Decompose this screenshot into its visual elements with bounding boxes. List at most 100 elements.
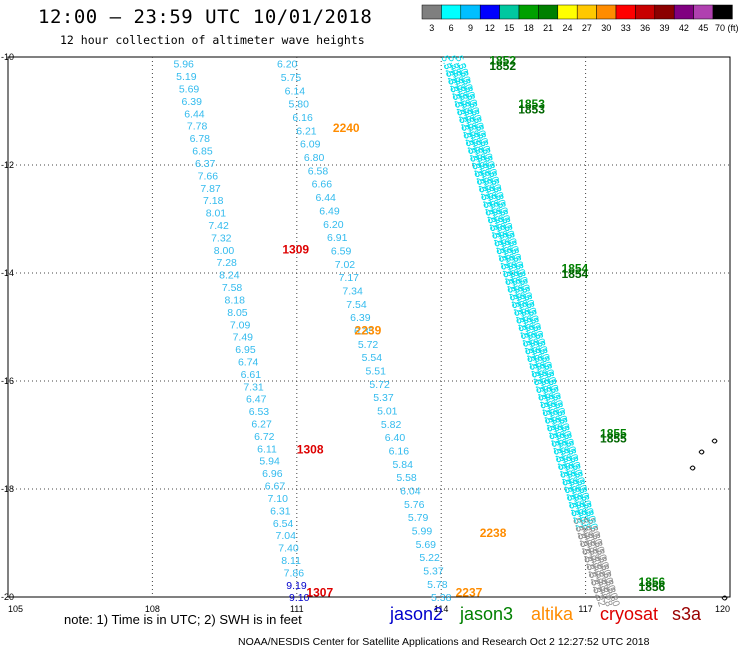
x-tick-label: 114 <box>434 604 448 614</box>
time-label: 2240 <box>333 121 360 135</box>
track-point-label: 6.74 <box>238 356 259 368</box>
colorbar-swatch <box>479 4 500 20</box>
colorbar-swatch <box>441 4 462 20</box>
track-point-label: 6.72 <box>254 431 275 443</box>
time-label: 1853 <box>518 102 545 116</box>
track-point-label: 5.69 <box>179 84 200 96</box>
legend-jason2: jason2 <box>390 604 444 624</box>
track-point-label: 6.67 <box>265 481 286 493</box>
colorbar-label: 9 <box>468 23 473 33</box>
track-point-label: 6.95 <box>235 344 256 356</box>
track-point-label: 8.00 <box>214 245 235 257</box>
track-point-label: 5.19 <box>176 71 197 83</box>
y-tick-label: -14 <box>1 268 14 278</box>
track-point-label: 7.66 <box>198 170 219 182</box>
x-tick-label: 120 <box>715 604 730 614</box>
track-point-label: 6.59 <box>331 245 352 257</box>
track-point-label: 5.84 <box>392 459 413 471</box>
track-point-label: 6.11 <box>257 443 277 455</box>
track-point-label: 6.14 <box>285 85 306 97</box>
track-point-label: 7.32 <box>211 232 232 244</box>
track-point-label: 5.69 <box>416 539 437 551</box>
time-label: 2237 <box>456 586 483 600</box>
track-point-label: 5.79 <box>408 512 429 524</box>
legend-cryosat: cryosat <box>600 604 659 624</box>
x-tick-label: 108 <box>145 604 160 614</box>
track-point-label: 5.72 <box>369 379 390 391</box>
plot-frame <box>7 56 731 598</box>
track-point-label: 6.96 <box>262 468 283 480</box>
track-point-label: 7.34 <box>342 285 363 297</box>
footer-note: note: 1) Time is in UTC; 2) SWH is in fe… <box>64 612 302 627</box>
track-point-label: 7.42 <box>208 220 229 232</box>
legend-altika: altika <box>531 604 574 624</box>
colorbar-swatch <box>654 4 675 20</box>
track-point-label: 6.20 <box>323 219 344 231</box>
track-point-label: 6.53 <box>249 406 270 418</box>
track-point-label: 6.21 <box>296 125 317 137</box>
colorbar-swatch <box>635 4 656 20</box>
colorbar-label: 24 <box>562 23 572 33</box>
footer-credit: NOAA/NESDIS Center for Satellite Applica… <box>238 636 650 648</box>
colorbar-label: 21 <box>543 23 553 33</box>
colorbar-swatch <box>421 4 442 20</box>
time-label: 1855 <box>600 432 627 446</box>
track-point-label: 5.94 <box>259 456 280 468</box>
track-point-label: 5.76 <box>404 499 425 511</box>
track-point-label: 6.61 <box>241 369 262 381</box>
time-label: 1855 <box>600 426 627 440</box>
track-point-label: 5.80 <box>289 99 310 111</box>
colorbar-swatch <box>538 4 559 20</box>
track-point-label: 6.58 <box>308 165 329 177</box>
track-point-label: 6.37 <box>195 158 216 170</box>
track-point-label: 7.18 <box>203 195 224 207</box>
track-point-label: 5.75 <box>281 72 302 84</box>
y-tick-label: -18 <box>1 484 14 494</box>
colorbar-swatch <box>673 4 694 20</box>
track-point-label: 6.85 <box>192 146 213 158</box>
track-point-label: 6.49 <box>319 205 340 217</box>
time-label: 1308 <box>297 443 324 457</box>
time-label: 1854 <box>562 262 589 276</box>
track-point-label: 5.22 <box>419 552 440 564</box>
time-label: 1852 <box>489 54 516 68</box>
track-point-label: 6.39 <box>182 96 203 108</box>
time-label: 1309 <box>282 243 309 257</box>
time-label: 1853 <box>518 97 545 111</box>
track-point-label: 5.72 <box>358 339 379 351</box>
track-point-label: 6.20 <box>277 59 298 71</box>
colorbar-swatch <box>557 4 578 20</box>
track-point-label: 5.78 <box>427 579 448 591</box>
track-point-label: 6.40 <box>385 432 406 444</box>
coastline-island <box>721 595 728 601</box>
track-point-label: 6.39 <box>350 312 371 324</box>
track-point-label: 6.47 <box>246 394 267 406</box>
track-point-label: 6.54 <box>273 518 294 530</box>
track-point-label: 7.09 <box>230 319 251 331</box>
time-label: 1852 <box>489 59 516 73</box>
colorbar-label: 15 <box>504 23 514 33</box>
track-point-label: 9.19 <box>286 580 307 592</box>
track-point-label: 6.66 <box>312 179 333 191</box>
track-point-label: 7.58 <box>222 282 243 294</box>
legend-s3a: s3a <box>672 604 702 624</box>
track-point-label: 5.01 <box>377 405 398 417</box>
legend-jason3: jason3 <box>460 604 514 624</box>
colorbar-label: 45 <box>698 23 708 33</box>
track-point-label: 8.24 <box>219 270 240 282</box>
y-tick-label: -20 <box>1 592 14 602</box>
colorbar-swatch <box>693 4 714 20</box>
colorbar-swatch <box>576 4 597 20</box>
track-point-label: 6.04 <box>400 486 421 498</box>
track-point-label: 7.28 <box>216 257 237 269</box>
track-point-label: 5.38 <box>431 592 452 604</box>
track-point-label: 6.91 <box>327 232 348 244</box>
colorbar-swatch <box>460 4 481 20</box>
track-point-label: 5.37 <box>373 392 394 404</box>
coastline-island <box>698 449 705 455</box>
track-point-label: 5.37 <box>423 566 444 578</box>
track-point-label: 6.16 <box>389 446 410 458</box>
time-label: 1856 <box>639 580 666 594</box>
colorbar-label: 18 <box>524 23 534 33</box>
